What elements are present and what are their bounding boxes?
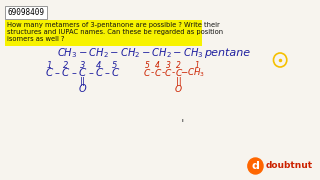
Text: 1: 1 <box>47 60 52 69</box>
Text: $\mathit{CH_3} - \mathit{CH_2} - \mathit{CH_2} - \mathit{CH_2} - \mathit{CH_3}$: $\mathit{CH_3} - \mathit{CH_2} - \mathit… <box>57 46 204 60</box>
Text: structures and IUPAC names. Can these be regarded as position: structures and IUPAC names. Can these be… <box>7 29 223 35</box>
Text: 2: 2 <box>176 60 181 69</box>
Text: $-CH_3$: $-CH_3$ <box>180 67 205 79</box>
Text: 1: 1 <box>194 60 199 69</box>
Text: isomers as well ?: isomers as well ? <box>7 36 64 42</box>
Text: C: C <box>165 69 171 78</box>
Text: How many metamers of 3-pentanone are possible ? Write their: How many metamers of 3-pentanone are pos… <box>7 22 220 28</box>
Text: C: C <box>95 68 102 78</box>
Text: d: d <box>252 161 260 171</box>
Text: 4: 4 <box>155 60 160 69</box>
Text: C: C <box>155 69 161 78</box>
Text: -: - <box>151 69 154 78</box>
Text: ||: || <box>80 76 86 86</box>
Text: doubtnut: doubtnut <box>266 161 313 170</box>
Text: C: C <box>111 68 118 78</box>
Text: 69098409: 69098409 <box>8 8 44 17</box>
Text: –: – <box>55 68 60 78</box>
Text: -: - <box>161 69 164 78</box>
Text: –: – <box>72 68 76 78</box>
Text: 2: 2 <box>63 60 68 69</box>
FancyBboxPatch shape <box>5 20 202 46</box>
Text: C: C <box>62 68 69 78</box>
Text: –: – <box>104 68 109 78</box>
Circle shape <box>248 158 263 174</box>
Text: pentane: pentane <box>204 48 250 58</box>
Text: 5: 5 <box>112 60 117 69</box>
Text: C: C <box>79 68 86 78</box>
Text: ||: || <box>176 76 181 86</box>
Text: –: – <box>88 68 93 78</box>
Text: 4: 4 <box>96 60 101 69</box>
Text: -: - <box>172 69 175 78</box>
Text: C: C <box>175 69 182 78</box>
Text: O: O <box>79 84 86 94</box>
Text: 3: 3 <box>80 60 85 69</box>
Text: C: C <box>144 69 150 78</box>
Text: 5: 5 <box>145 60 150 69</box>
Text: ': ' <box>180 118 184 132</box>
Text: C: C <box>46 68 53 78</box>
Text: 3: 3 <box>166 60 171 69</box>
Text: O: O <box>175 84 182 93</box>
